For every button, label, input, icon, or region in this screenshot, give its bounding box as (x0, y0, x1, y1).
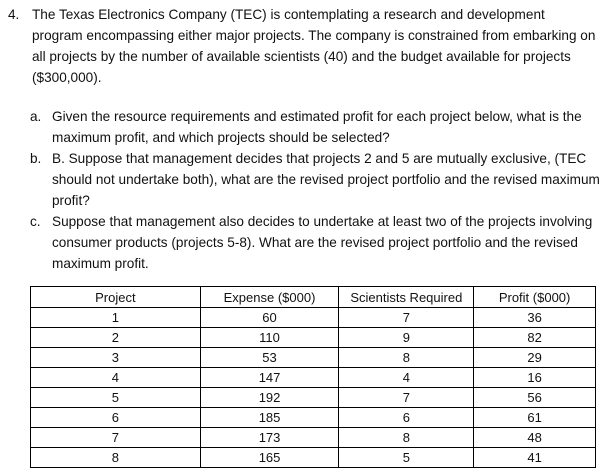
problem-number: 4. (8, 7, 20, 22)
cell-scientists: 5 (338, 447, 475, 468)
part-text: Suppose that management also decides to … (52, 214, 593, 271)
header-scientists: Scientists Required (338, 286, 475, 308)
cell-expense: 192 (199, 387, 340, 408)
cell-profit: 36 (473, 307, 596, 328)
cell-expense: 173 (199, 427, 340, 448)
part-b: b. B. Suppose that management decides th… (30, 148, 600, 211)
cell-expense: 147 (199, 367, 340, 388)
problem-intro-text: The Texas Electronics Company (TEC) is c… (32, 7, 596, 85)
problem-intro: 4. The Texas Electronics Company (TEC) i… (8, 4, 598, 88)
part-a: a. Given the resource requirements and e… (30, 106, 600, 148)
part-letter: b. (30, 151, 42, 166)
header-project: Project (30, 286, 201, 308)
cell-profit: 48 (473, 427, 596, 448)
cell-scientists: 8 (338, 427, 475, 448)
cell-profit: 82 (473, 327, 596, 348)
table-row: 2 110 9 82 (30, 327, 596, 348)
cell-project: 4 (30, 367, 201, 388)
table-row: 4 147 4 16 (30, 367, 596, 388)
problem-parts: a. Given the resource requirements and e… (30, 106, 600, 274)
cell-project: 3 (30, 347, 201, 368)
cell-profit: 16 (473, 367, 596, 388)
cell-profit: 61 (473, 407, 596, 428)
cell-scientists: 8 (338, 347, 475, 368)
part-letter: c. (30, 214, 41, 229)
cell-expense: 110 (199, 327, 340, 348)
cell-project: 5 (30, 387, 201, 408)
cell-scientists: 4 (338, 367, 475, 388)
cell-profit: 41 (473, 447, 596, 468)
cell-project: 6 (30, 407, 201, 428)
header-profit: Profit ($000) (473, 286, 596, 308)
part-text: B. Suppose that management decides that … (52, 151, 600, 208)
projects-table: Project Expense ($000) Scientists Requir… (30, 286, 596, 468)
cell-profit: 56 (473, 387, 596, 408)
cell-scientists: 7 (338, 307, 475, 328)
cell-project: 8 (30, 447, 201, 468)
cell-scientists: 9 (338, 327, 475, 348)
problem-statement: 4. The Texas Electronics Company (TEC) i… (8, 4, 598, 88)
table-row: 6 185 6 61 (30, 407, 596, 428)
part-letter: a. (30, 109, 42, 124)
cell-project: 7 (30, 427, 201, 448)
table-header-row: Project Expense ($000) Scientists Requir… (30, 286, 596, 308)
cell-expense: 60 (199, 307, 340, 328)
table-row: 3 53 8 29 (30, 347, 596, 368)
table-row: 5 192 7 56 (30, 387, 596, 408)
cell-profit: 29 (473, 347, 596, 368)
table-row: 7 173 8 48 (30, 427, 596, 448)
part-c: c. Suppose that management also decides … (30, 211, 600, 274)
part-text: Given the resource requirements and esti… (52, 109, 582, 145)
cell-expense: 165 (199, 447, 340, 468)
cell-expense: 53 (199, 347, 340, 368)
cell-scientists: 6 (338, 407, 475, 428)
table-row: 1 60 7 36 (30, 307, 596, 328)
header-expense: Expense ($000) (199, 286, 340, 308)
cell-project: 2 (30, 327, 201, 348)
cell-expense: 185 (199, 407, 340, 428)
cell-project: 1 (30, 307, 201, 328)
cell-scientists: 7 (338, 387, 475, 408)
table-row: 8 165 5 41 (30, 447, 596, 468)
